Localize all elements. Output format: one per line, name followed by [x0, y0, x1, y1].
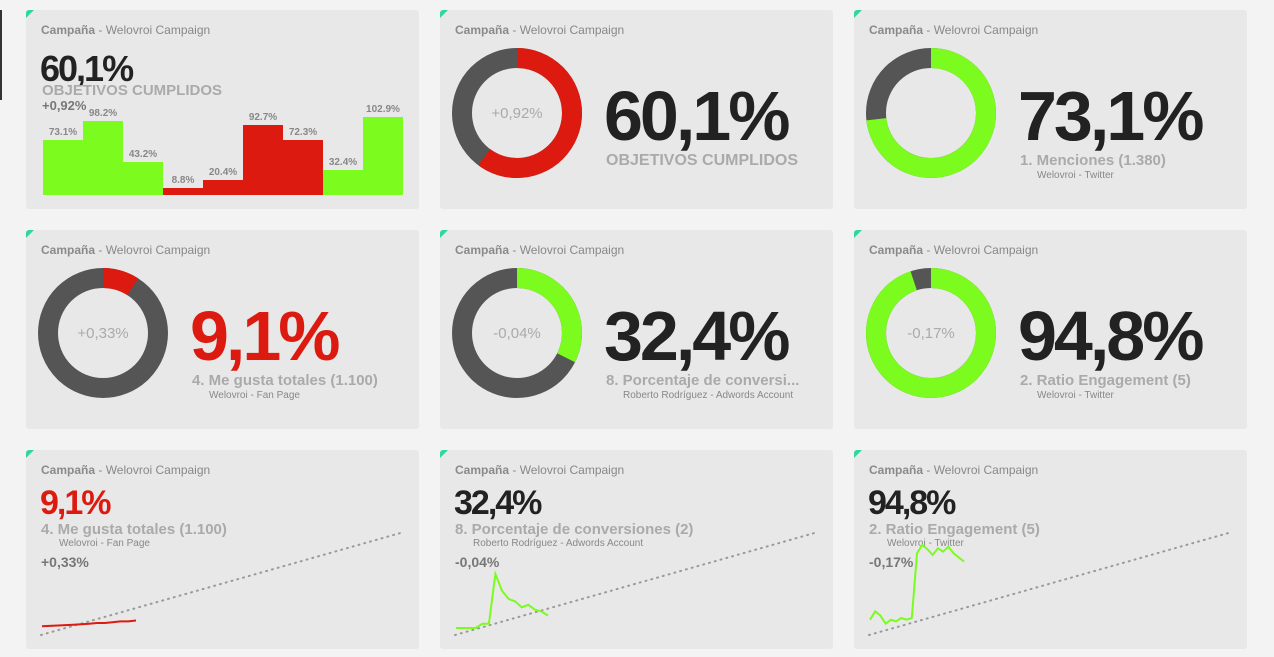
kpi-label: 8. Porcentaje de conversi...	[606, 372, 800, 389]
kpi-value: 32,4%	[454, 484, 542, 522]
kpi-source: Welovroi - Twitter	[1037, 390, 1114, 401]
card-corner-marker	[854, 10, 862, 18]
kpi-source: Roberto Rodríguez - Adwords Account	[473, 538, 644, 549]
kpi-source: Welovroi - Fan Page	[59, 538, 150, 549]
bar-label-2: 43.2%	[128, 149, 158, 161]
kpi-label: OBJETIVOS CUMPLIDOS	[606, 152, 799, 169]
card-corner-marker	[440, 230, 448, 238]
kpi-delta: -0,17%	[869, 554, 914, 570]
donut-card-3[interactable]: Campaña - Welovroi Campaign +0,33% 9,1% …	[26, 230, 419, 429]
card-corner-marker	[26, 230, 34, 238]
card-header: Campaña - Welovroi Campaign	[869, 23, 1039, 37]
sparkline-series	[456, 570, 549, 629]
card-corner-marker	[26, 10, 34, 18]
bar-label-3: 8.8%	[171, 175, 195, 187]
trend-line	[454, 531, 819, 636]
line-card-1[interactable]: Campaña - Welovroi Campaign 9,1% 4. Me g…	[26, 450, 419, 649]
kpi-delta: +0,92%	[42, 98, 87, 113]
donut-card-4[interactable]: Campaña - Welovroi Campaign -0,04% 32,4%…	[440, 230, 833, 429]
donut-center-delta: -0,04%	[493, 325, 541, 342]
sparkline-series	[869, 543, 965, 626]
kpi-label: 4. Me gusta totales (1.100)	[41, 521, 227, 538]
kpi-value: 60,1%	[40, 48, 134, 89]
bar-0	[43, 139, 83, 195]
kpi-label: 1. Menciones (1.380)	[1020, 152, 1166, 169]
bar-7	[323, 170, 363, 195]
card-corner-marker	[440, 450, 448, 458]
bar-2	[123, 162, 163, 195]
donut-segment	[38, 268, 168, 398]
kpi-source: Welovroi - Twitter	[1037, 170, 1114, 181]
kpi-delta: +0,33%	[41, 554, 89, 570]
donut-center-delta: -0,17%	[907, 325, 955, 342]
donut-center-delta: +0,92%	[491, 105, 542, 122]
bar-8	[363, 117, 403, 195]
card-corner-marker	[854, 230, 862, 238]
line-card-2[interactable]: Campaña - Welovroi Campaign 32,4% 8. Por…	[440, 450, 833, 649]
kpi-value: 60,1%	[604, 77, 790, 155]
bar-4	[203, 179, 243, 195]
kpi-value: 9,1%	[40, 484, 111, 522]
kpi-delta: -0,04%	[455, 554, 500, 570]
kpi-source: Welovroi - Fan Page	[209, 390, 300, 401]
card-header: Campaña - Welovroi Campaign	[455, 23, 625, 37]
donut-segment	[452, 268, 582, 398]
kpi-value: 73,1%	[1018, 77, 1204, 155]
trend-line	[868, 531, 1233, 636]
bar-label-4: 20.4%	[208, 166, 238, 178]
bar-card[interactable]: Campaña - Welovroi Campaign 60,1% OBJETI…	[26, 10, 419, 209]
kpi-value: 94,8%	[868, 484, 956, 522]
kpi-value: 94,8%	[1018, 297, 1204, 375]
card-header: Campaña - Welovroi Campaign	[869, 243, 1039, 257]
kpi-source: Welovroi - Twitter	[887, 538, 964, 549]
card-corner-marker	[440, 10, 448, 18]
kpi-source: Roberto Rodríguez - Adwords Account	[623, 390, 794, 401]
card-header: Campaña - Welovroi Campaign	[41, 243, 211, 257]
sparkline-series	[41, 619, 137, 628]
left-edge-divider	[0, 10, 2, 100]
donut-center-delta: +0,33%	[77, 325, 128, 342]
card-header: Campaña - Welovroi Campaign	[41, 463, 211, 477]
bar-label-1: 98.2%	[88, 107, 118, 119]
bar-label-0: 73.1%	[48, 126, 78, 138]
kpi-label: OBJETIVOS CUMPLIDOS	[42, 82, 223, 99]
card-corner-marker	[854, 450, 862, 458]
bar-5	[243, 124, 283, 195]
donut-card-1[interactable]: Campaña - Welovroi Campaign +0,92% 60,1%…	[440, 10, 833, 209]
donut-segment	[866, 48, 996, 178]
kpi-label: 4. Me gusta totales (1.100)	[192, 372, 378, 389]
kpi-label: 8. Porcentaje de conversiones (2)	[455, 521, 694, 538]
card-header: Campaña - Welovroi Campaign	[41, 23, 211, 37]
donut-card-5[interactable]: Campaña - Welovroi Campaign -0,17% 94,8%…	[854, 230, 1247, 429]
kpi-value: 9,1%	[190, 297, 341, 375]
donut-card-2[interactable]: Campaña - Welovroi Campaign 73,1% 1. Men…	[854, 10, 1247, 209]
bar-label-8: 102.9%	[366, 104, 400, 115]
kpi-value: 32,4%	[604, 297, 790, 375]
bar-6	[283, 140, 323, 195]
bar-1	[83, 120, 123, 195]
bar-3	[163, 188, 203, 195]
trend-line	[40, 531, 405, 636]
card-corner-marker	[26, 450, 34, 458]
card-header: Campaña - Welovroi Campaign	[455, 243, 625, 257]
bar-label-5: 92.7%	[248, 111, 278, 123]
card-header: Campaña - Welovroi Campaign	[455, 463, 625, 477]
donut-segment	[452, 48, 582, 178]
kpi-label: 2. Ratio Engagement (5)	[869, 521, 1040, 538]
line-card-3[interactable]: Campaña - Welovroi Campaign 94,8% 2. Rat…	[854, 450, 1247, 649]
bar-label-6: 72.3%	[288, 127, 318, 139]
donut-segment	[866, 268, 996, 398]
card-header: Campaña - Welovroi Campaign	[869, 463, 1039, 477]
kpi-label: 2. Ratio Engagement (5)	[1020, 372, 1191, 389]
bar-label-7: 32.4%	[328, 157, 358, 169]
